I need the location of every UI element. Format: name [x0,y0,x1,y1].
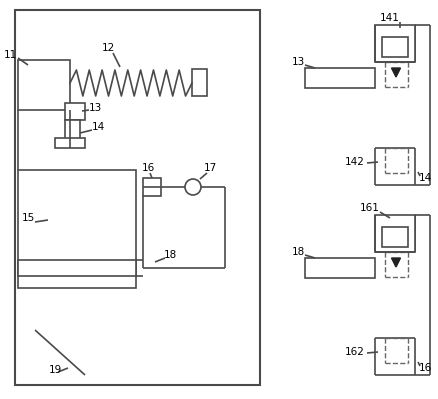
Text: 161: 161 [360,203,380,213]
Text: 12: 12 [101,43,115,53]
Bar [382,227,408,247]
Text: 13: 13 [88,103,102,113]
Bar [305,258,375,278]
Bar [55,138,85,148]
Text: 18: 18 [291,247,304,257]
Bar [18,260,136,276]
Polygon shape [392,258,400,267]
Bar [65,120,80,142]
Text: 14: 14 [92,122,105,132]
Text: 14: 14 [418,173,431,183]
Text: 142: 142 [345,157,365,167]
Text: 162: 162 [345,347,365,357]
Text: 11: 11 [4,50,17,60]
Bar [15,10,260,385]
Text: 141: 141 [380,13,400,23]
Text: 16: 16 [418,363,431,373]
Text: 13: 13 [291,57,304,67]
Bar [382,37,408,57]
Bar [375,25,415,62]
Text: 15: 15 [21,213,35,223]
Text: 19: 19 [48,365,62,375]
Bar [18,170,136,288]
Bar [143,178,161,196]
Bar [375,215,415,252]
Bar [192,69,207,96]
Bar [65,103,85,120]
Text: 16: 16 [141,163,155,173]
Text: 18: 18 [163,250,177,260]
Text: 17: 17 [203,163,217,173]
Polygon shape [392,68,400,77]
Bar [18,60,70,110]
Bar [305,68,375,88]
